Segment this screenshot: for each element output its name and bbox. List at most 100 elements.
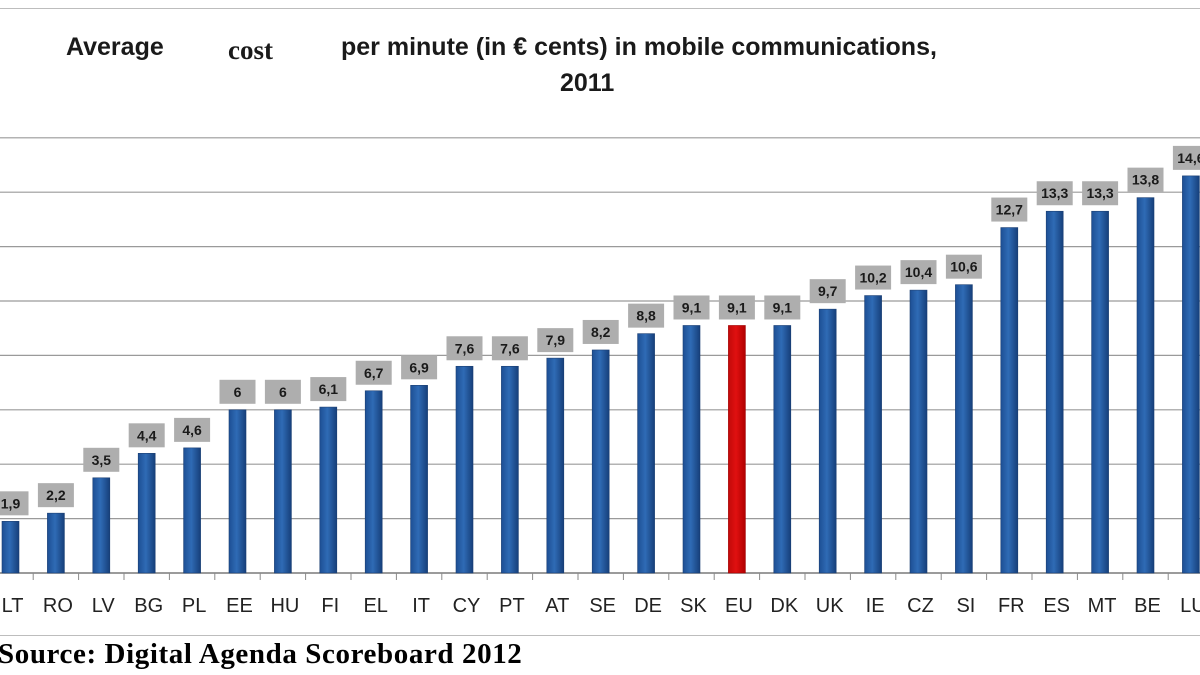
x-tick-label: CZ bbox=[907, 595, 934, 617]
x-tick-label: EL bbox=[363, 595, 387, 617]
x-tick-label: LT bbox=[2, 595, 24, 617]
bar bbox=[410, 385, 428, 574]
bar bbox=[955, 284, 973, 574]
title-part-average: Average bbox=[66, 33, 164, 61]
x-tick-label: PL bbox=[182, 595, 206, 617]
x-tick-label: UK bbox=[816, 595, 844, 617]
data-label-box bbox=[673, 295, 710, 320]
x-tick-label: PT bbox=[499, 595, 525, 617]
data-label-box bbox=[855, 265, 892, 290]
data-label-box bbox=[1172, 145, 1200, 170]
data-label: 13,8 bbox=[1132, 172, 1159, 188]
bar bbox=[92, 477, 111, 574]
bar bbox=[1, 521, 20, 574]
x-tick-label: ES bbox=[1043, 595, 1070, 617]
bar bbox=[1045, 210, 1064, 574]
data-label: 7,9 bbox=[546, 332, 566, 348]
data-label-box bbox=[1036, 181, 1073, 206]
x-tick-label: EU bbox=[725, 595, 753, 617]
title-part-year: 2011 bbox=[560, 69, 615, 97]
data-label-box bbox=[37, 483, 74, 508]
x-tick-label: HU bbox=[270, 595, 299, 617]
bar bbox=[183, 447, 201, 574]
bar bbox=[864, 295, 882, 574]
data-label: 13,3 bbox=[1086, 185, 1113, 201]
data-label-box bbox=[628, 303, 665, 328]
data-label: 3,5 bbox=[92, 452, 112, 468]
data-label-box bbox=[1127, 167, 1164, 192]
data-label-box bbox=[355, 360, 392, 385]
bar bbox=[228, 409, 247, 574]
data-label-box bbox=[900, 260, 937, 285]
data-label-box bbox=[537, 328, 574, 353]
data-label-box bbox=[764, 295, 801, 320]
x-tick-label: IT bbox=[412, 595, 430, 617]
bar bbox=[1000, 227, 1019, 574]
x-tick-label: LV bbox=[92, 595, 116, 617]
data-label: 4,4 bbox=[137, 427, 157, 443]
data-label-box bbox=[582, 319, 619, 344]
bar bbox=[546, 357, 565, 574]
chart-title: Average cost per minute (in € cents) in … bbox=[0, 30, 1200, 110]
data-label: 10,6 bbox=[950, 259, 977, 275]
data-label: 9,1 bbox=[727, 299, 747, 315]
x-tick-label: SI bbox=[956, 595, 975, 617]
data-label: 1,9 bbox=[1, 495, 21, 511]
data-label-box bbox=[1082, 181, 1119, 206]
x-tick-label: SE bbox=[589, 595, 616, 617]
data-label-box bbox=[128, 423, 165, 448]
data-label: 7,6 bbox=[500, 340, 520, 356]
bar bbox=[682, 325, 701, 574]
x-tick-label: IE bbox=[866, 595, 885, 617]
bar bbox=[501, 365, 519, 574]
x-tick-label: BG bbox=[134, 595, 163, 617]
title-part-cost: cost bbox=[228, 35, 273, 65]
x-tick-label: RO bbox=[43, 595, 73, 617]
bar bbox=[1091, 210, 1109, 574]
data-label-box bbox=[219, 379, 256, 404]
data-label: 2,2 bbox=[46, 487, 66, 503]
bar bbox=[319, 406, 338, 574]
data-label: 8,8 bbox=[636, 308, 656, 324]
x-tick-label: DK bbox=[770, 595, 798, 617]
data-label: 6,7 bbox=[364, 365, 384, 381]
data-label-box bbox=[401, 355, 438, 380]
data-label: 6,9 bbox=[409, 359, 429, 375]
x-tick-label: MT bbox=[1088, 595, 1117, 617]
bar bbox=[1182, 175, 1200, 574]
data-label-box bbox=[491, 336, 528, 361]
data-label-box bbox=[264, 379, 301, 404]
data-label: 6,1 bbox=[319, 381, 339, 397]
x-tick-label: FI bbox=[321, 595, 339, 617]
x-tick-label: SK bbox=[680, 595, 707, 617]
data-label: 6 bbox=[234, 384, 242, 400]
bar bbox=[274, 409, 292, 574]
data-label-box bbox=[991, 197, 1028, 222]
data-label-box bbox=[718, 295, 755, 320]
data-label: 10,4 bbox=[905, 264, 932, 280]
x-tick-label: CY bbox=[453, 595, 481, 617]
data-label: 7,6 bbox=[455, 340, 475, 356]
data-label-box bbox=[310, 377, 347, 402]
data-label: 14,6 bbox=[1177, 150, 1200, 166]
bar bbox=[909, 289, 928, 574]
data-label-box bbox=[446, 336, 483, 361]
bar bbox=[818, 308, 837, 574]
x-tick-label: AT bbox=[545, 595, 569, 617]
x-tick-label: FR bbox=[998, 595, 1025, 617]
bar bbox=[637, 333, 655, 574]
data-label: 10,2 bbox=[859, 270, 886, 286]
data-label-box bbox=[945, 254, 982, 279]
x-tick-label: BE bbox=[1134, 595, 1161, 617]
bar bbox=[591, 349, 610, 574]
data-label: 13,3 bbox=[1041, 185, 1068, 201]
data-label: 9,1 bbox=[682, 299, 702, 315]
data-label: 4,6 bbox=[182, 422, 202, 438]
data-label: 6 bbox=[279, 384, 287, 400]
data-label-box bbox=[0, 491, 29, 516]
data-label: 9,1 bbox=[773, 299, 793, 315]
x-tick-label: LU bbox=[1180, 595, 1200, 617]
x-tick-label: EE bbox=[226, 595, 253, 617]
x-tick-label: DE bbox=[634, 595, 662, 617]
